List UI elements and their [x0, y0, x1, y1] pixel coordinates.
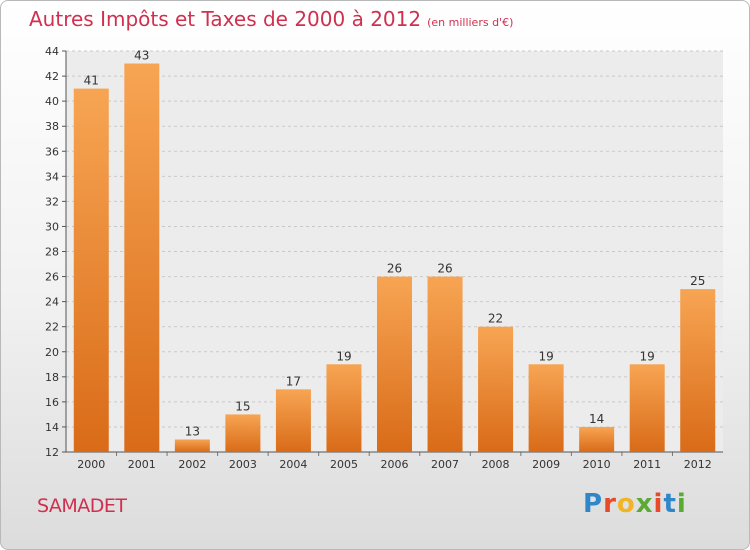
x-tick-label-2003: 2003	[229, 458, 257, 471]
data-labels: 41 2000 43 2001 13 2002 15 2003 17 2004 19 2005 26 20…	[77, 49, 711, 471]
bar-2009	[528, 364, 564, 452]
logo-letter: i	[676, 489, 687, 519]
chart-subtitle: (en milliers d'€)	[427, 16, 514, 29]
y-tick-label: 30	[45, 220, 59, 233]
bars	[73, 63, 716, 452]
proxiti-logo[interactable]: Proxiti	[583, 489, 687, 519]
y-tick-label: 44	[45, 45, 59, 58]
data-label-2008: 22	[488, 312, 503, 326]
y-tick-label: 34	[45, 170, 59, 183]
bar-2010	[579, 426, 615, 452]
location-name: SAMADET	[37, 495, 127, 517]
bar-2011	[629, 364, 665, 452]
y-tick-label: 40	[45, 95, 59, 108]
bar-2001	[124, 63, 160, 452]
y-tick-label: 22	[45, 321, 59, 334]
y-tick-label: 26	[45, 271, 59, 284]
data-label-2009: 19	[538, 349, 553, 363]
bar-2002	[174, 439, 210, 452]
logo-letter: i	[653, 489, 664, 519]
bar-2008	[478, 326, 514, 452]
chart-title-text: Autres Impôts et Taxes de 2000 à 2012	[29, 7, 422, 31]
bar-2012	[680, 289, 716, 452]
y-tick-label: 38	[45, 120, 59, 133]
x-tick-label-2002: 2002	[178, 458, 206, 471]
data-label-2002: 13	[185, 424, 200, 438]
data-label-2007: 26	[437, 262, 452, 276]
logo-letter: t	[663, 489, 677, 519]
y-tick-label: 18	[45, 371, 59, 384]
y-tick-label: 20	[45, 346, 59, 359]
y-tick-label: 42	[45, 70, 59, 83]
y-tick-label: 16	[45, 396, 59, 409]
y-tick-label: 32	[45, 195, 59, 208]
data-label-2000: 41	[84, 74, 99, 88]
x-tick-label-2000: 2000	[77, 458, 105, 471]
data-label-2001: 43	[134, 49, 149, 63]
y-tick-label: 28	[45, 246, 59, 259]
y-tick-label: 12	[45, 446, 59, 459]
x-tick-label-2006: 2006	[381, 458, 409, 471]
logo-letter: r	[603, 489, 617, 519]
x-tick-label-2007: 2007	[431, 458, 459, 471]
data-label-2011: 19	[640, 349, 655, 363]
bar-2004	[275, 389, 311, 452]
bar-2007	[427, 276, 463, 452]
bar-2005	[326, 364, 362, 452]
data-label-2006: 26	[387, 262, 402, 276]
x-tick-label-2005: 2005	[330, 458, 358, 471]
logo-letter: x	[635, 489, 654, 519]
data-label-2012: 25	[690, 274, 705, 288]
chart-title: Autres Impôts et Taxes de 2000 à 2012 (en…	[29, 7, 513, 31]
x-tick-label-2010: 2010	[583, 458, 611, 471]
bar-2006	[377, 276, 412, 452]
x-tick-label-2004: 2004	[279, 458, 307, 471]
data-label-2003: 15	[235, 399, 250, 413]
x-tick-label-2012: 2012	[684, 458, 712, 471]
data-label-2005: 19	[336, 349, 351, 363]
x-tick-label-2008: 2008	[482, 458, 510, 471]
x-tick-label-2009: 2009	[532, 458, 560, 471]
bar-2000	[73, 88, 109, 452]
x-tick-label-2001: 2001	[128, 458, 156, 471]
data-label-2004: 17	[286, 374, 301, 388]
logo-letter: P	[583, 489, 604, 519]
bar-2003	[225, 414, 261, 452]
y-tick-label: 14	[45, 421, 59, 434]
data-label-2010: 14	[589, 412, 604, 426]
y-tick-label: 36	[45, 145, 59, 158]
logo-letter: o	[616, 489, 636, 519]
y-tick-label: 24	[45, 296, 59, 309]
x-tick-label-2011: 2011	[633, 458, 661, 471]
